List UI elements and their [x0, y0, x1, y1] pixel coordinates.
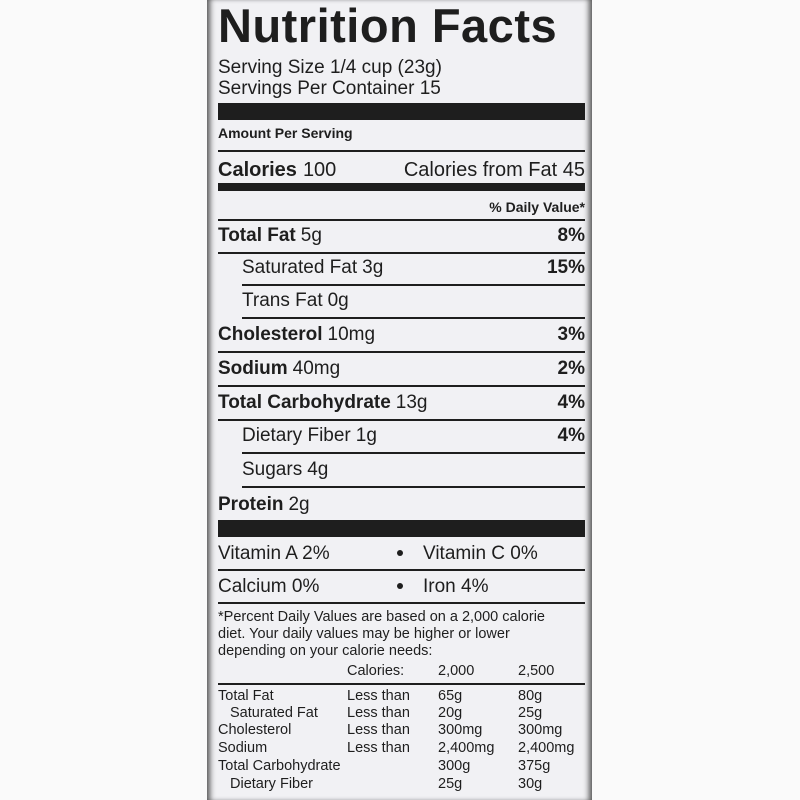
- table-cell: 25g: [438, 776, 463, 792]
- vitamin: Iron 4%: [423, 576, 489, 597]
- calories-value: 100: [302, 159, 337, 181]
- nutrient-amount: 1g: [355, 425, 377, 446]
- table-cell: Less than: [347, 740, 410, 756]
- rule: [242, 284, 585, 286]
- table-cell: Less than: [347, 705, 410, 721]
- footnote: *Percent Daily Values are based on a 2,0…: [218, 609, 545, 625]
- nutrient-row: Dietary Fiber 1g: [242, 426, 377, 445]
- nutrient-row: Total Carbohydrate 13g: [218, 393, 427, 412]
- rule: [218, 683, 585, 685]
- nutrient-amount: 0g: [327, 290, 349, 311]
- nutrient-amount: 3g: [362, 257, 384, 278]
- table-cell: Saturated Fat: [230, 705, 318, 721]
- rule: [242, 317, 585, 319]
- thick-rule: [218, 520, 585, 537]
- nutrient-name: Total Fat: [218, 225, 296, 246]
- table-cell: 300mg: [438, 722, 483, 738]
- table-cell: 300g: [438, 758, 471, 774]
- footnote: diet. Your daily values may be higher or…: [218, 626, 510, 642]
- nutrient-name: Sodium: [218, 358, 288, 379]
- nutrient-amount: 2g: [288, 494, 310, 515]
- rule: [218, 219, 585, 221]
- nutrient-name: Cholesterol: [218, 324, 323, 345]
- nutrient-amount: 10mg: [327, 324, 376, 345]
- rule: [218, 385, 585, 387]
- rule: [218, 602, 585, 604]
- vitamin: Calcium 0%: [218, 576, 320, 597]
- rule: [242, 452, 585, 454]
- nutrient-row: Saturated Fat 3g: [242, 258, 383, 277]
- daily-value: 8%: [557, 225, 585, 246]
- rule: [218, 351, 585, 353]
- table-cell: Total Fat: [218, 688, 274, 704]
- daily-value: 15%: [546, 257, 585, 278]
- daily-value: 4%: [557, 425, 585, 446]
- nutrient-name: Trans Fat: [242, 290, 323, 311]
- footnote: depending on your calorie needs:: [218, 643, 433, 659]
- table-cell: Less than: [347, 688, 410, 704]
- nutrient-row: Cholesterol 10mg: [218, 325, 375, 344]
- nutrient-row: Protein 2g: [218, 495, 310, 514]
- table-cell: 20g: [438, 705, 463, 721]
- calories-from-fat: Calories from Fat 45: [403, 159, 585, 181]
- calories-label: Calories: [218, 159, 297, 181]
- calories: Calories 100: [218, 160, 336, 180]
- table-cell: 2,400mg: [438, 740, 495, 756]
- nutrient-row: Sugars 4g: [242, 460, 328, 479]
- table-cell: 25g: [518, 705, 543, 721]
- nutrient-name: Protein: [218, 494, 284, 515]
- table-cell: Total Carbohydrate: [218, 758, 341, 774]
- bullet: [397, 550, 403, 556]
- nutrient-amount: 13g: [395, 392, 428, 413]
- table-cell: 300mg: [518, 722, 563, 738]
- rule: [218, 252, 585, 254]
- nutrient-amount: 40mg: [292, 358, 341, 379]
- serving-size: Serving Size 1/4 cup (23g): [218, 57, 442, 78]
- table-cell: Less than: [347, 722, 410, 738]
- servings: Servings Per Container 15: [218, 78, 441, 99]
- nutrient-row: Sodium 40mg: [218, 359, 340, 378]
- table-header: Calories:: [347, 663, 405, 679]
- table-cell: 30g: [518, 776, 543, 792]
- nutrition-label: [207, 0, 592, 800]
- nutrient-name: Sugars: [242, 459, 303, 480]
- table-cell: 80g: [518, 688, 543, 704]
- amount-per-serving: Amount Per Serving: [218, 125, 353, 141]
- vitamin: Vitamin C 0%: [423, 543, 538, 564]
- table-header: 2,000: [438, 663, 475, 679]
- table-cell: Sodium: [218, 740, 268, 756]
- table-cell: Cholesterol: [218, 722, 292, 738]
- rule: [218, 419, 585, 421]
- dv-header: % Daily Value*: [489, 199, 585, 215]
- bullet: [397, 583, 403, 589]
- vitamin: Vitamin A 2%: [218, 543, 330, 564]
- table-header: 2,500: [518, 663, 555, 679]
- nutrient-amount: 4g: [307, 459, 329, 480]
- nutrient-amount: 5g: [300, 225, 322, 246]
- thick-rule: [218, 103, 585, 120]
- daily-value: 4%: [557, 392, 585, 413]
- medium-rule: [218, 183, 585, 191]
- nutrient-name: Dietary Fiber: [242, 425, 351, 446]
- nutrient-row: Total Fat 5g: [218, 226, 322, 245]
- rule: [218, 150, 585, 152]
- rule: [218, 569, 585, 571]
- table-cell: 2,400mg: [518, 740, 575, 756]
- rule: [242, 486, 585, 488]
- nutrient-row: Trans Fat 0g: [242, 291, 349, 310]
- nutrient-name: Total Carbohydrate: [218, 392, 391, 413]
- table-cell: 65g: [438, 688, 463, 704]
- table-cell: 375g: [518, 758, 551, 774]
- daily-value: 3%: [557, 324, 585, 345]
- nutrient-name: Saturated Fat: [242, 257, 358, 278]
- daily-value: 2%: [557, 358, 585, 379]
- title: Nutrition Facts: [218, 0, 558, 52]
- table-cell: Dietary Fiber: [230, 776, 313, 792]
